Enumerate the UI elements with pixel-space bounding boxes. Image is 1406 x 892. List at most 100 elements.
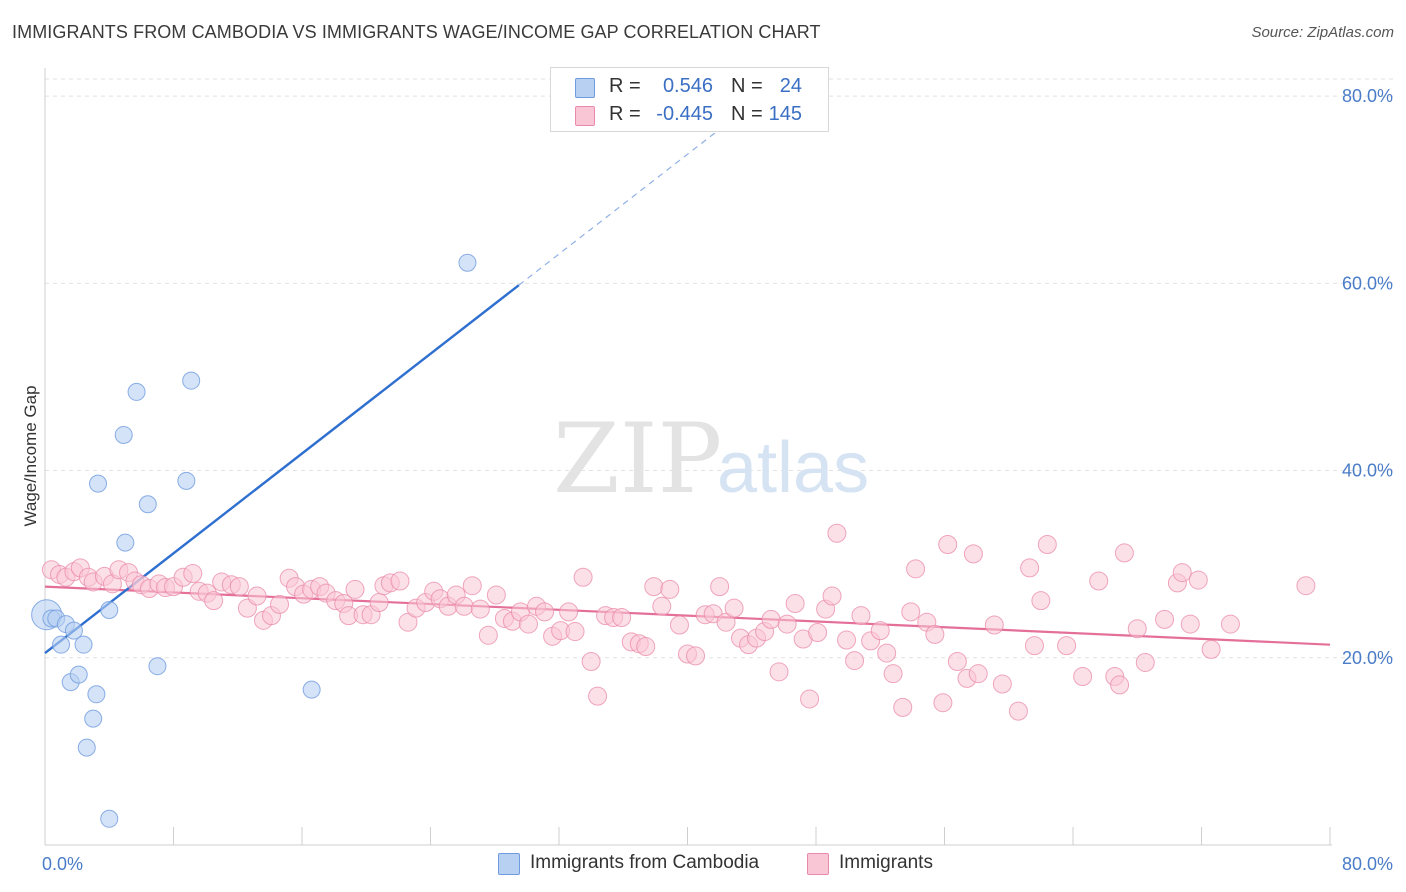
chart-title: IMMIGRANTS FROM CAMBODIA VS IMMIGRANTS W… [12, 22, 821, 42]
point-immigrants [229, 577, 249, 597]
point-immigrants [462, 576, 482, 596]
point-immigrants [1127, 619, 1147, 639]
point-immigrants [518, 614, 538, 634]
legend-row-immigrants: R = -0.445 N = 145 [551, 100, 828, 128]
legend-row-cambodia: R = 0.546 N = 24 [551, 72, 828, 100]
point-immigrants [925, 624, 945, 644]
point-immigrants [851, 606, 871, 626]
point-immigrants [612, 608, 632, 628]
point-immigrants [800, 689, 820, 709]
point-immigrants [827, 523, 847, 543]
point-cambodia [64, 621, 83, 640]
legend-n-value: 24 [779, 75, 802, 97]
source-label: Source: ZipAtlas.com [1251, 24, 1394, 41]
point-immigrants [724, 598, 744, 618]
point-immigrants [1024, 636, 1044, 656]
point-immigrants [1114, 543, 1134, 563]
point-immigrants [822, 586, 842, 606]
legend: R = 0.546 N = 24 R = -0.445 N = 145 [550, 67, 829, 132]
point-immigrants [785, 593, 805, 613]
point-immigrants [588, 686, 608, 706]
point-immigrants [938, 534, 958, 554]
point-immigrants [992, 674, 1012, 694]
trend-lines [44, 91, 1331, 655]
watermark: ZIP atlas [553, 403, 869, 515]
point-cambodia [148, 657, 167, 676]
legend-n-label: N = [731, 103, 763, 125]
point-immigrants [1172, 563, 1192, 583]
watermark-zip: ZIP [553, 403, 722, 515]
point-immigrants [581, 652, 601, 672]
point-cambodia [100, 809, 119, 828]
point-immigrants [1180, 614, 1200, 634]
point-immigrants [470, 599, 490, 619]
point-cambodia [74, 635, 93, 654]
point-immigrants [369, 593, 389, 613]
point-immigrants [808, 622, 828, 642]
y-axis-label: Wage/Income Gap [21, 385, 40, 526]
point-immigrants [652, 596, 672, 616]
point-immigrants [1073, 666, 1093, 686]
axis-labels: Wage/Income Gap 20.0% 40.0% 60.0% 80.0% 0.0%… [21, 86, 1393, 874]
axes [44, 68, 1332, 846]
point-immigrants [1031, 591, 1051, 611]
point-cambodia [458, 253, 477, 272]
point-cambodia [100, 601, 119, 620]
point-immigrants [968, 664, 988, 684]
bottom-legend-label-cambodia: Immigrants from Cambodia [530, 852, 760, 873]
x-tick-label: 0.0% [42, 854, 83, 874]
point-immigrants [183, 564, 203, 584]
point-immigrants [1057, 636, 1077, 656]
legend-r-label: R = [609, 75, 641, 97]
point-immigrants [947, 652, 967, 672]
point-immigrants [1188, 570, 1208, 590]
point-immigrants [901, 602, 921, 622]
point-immigrants [1220, 614, 1240, 634]
point-immigrants [1201, 639, 1221, 659]
point-immigrants [660, 579, 680, 599]
legend-swatch-immigrants [575, 106, 595, 126]
point-immigrants [845, 651, 865, 671]
point-immigrants [535, 602, 555, 622]
bottom-legend: Immigrants from Cambodia Immigrants [0, 851, 1406, 879]
bottom-legend-label-immigrants: Immigrants [839, 852, 933, 873]
legend-swatch-cambodia [575, 78, 595, 98]
point-immigrants [345, 579, 365, 599]
point-immigrants [906, 559, 926, 579]
y-tick-label: 60.0% [1342, 273, 1393, 293]
point-immigrants [478, 625, 498, 645]
point-immigrants [390, 571, 410, 591]
point-immigrants [1008, 701, 1028, 721]
point-immigrants [777, 614, 797, 634]
bottom-legend-swatch-cambodia [498, 853, 520, 875]
point-cambodia [69, 665, 88, 684]
trend-line-cambodia-extension [518, 91, 769, 286]
point-immigrants [204, 591, 224, 611]
point-immigrants [636, 637, 656, 657]
legend-n-label: N = [731, 75, 763, 97]
point-immigrants [883, 664, 903, 684]
point-immigrants [454, 596, 474, 616]
trend-line-cambodia [44, 284, 520, 655]
point-immigrants [769, 662, 789, 682]
bottom-legend-swatch-immigrants [807, 853, 829, 875]
point-cambodia [116, 533, 135, 552]
point-immigrants [837, 630, 857, 650]
y-tick-label: 20.0% [1342, 648, 1393, 668]
point-immigrants [893, 697, 913, 717]
point-immigrants [877, 643, 897, 663]
point-cambodia [87, 685, 106, 704]
x-tick-label: 80.0% [1342, 854, 1393, 874]
point-cambodia [77, 738, 96, 757]
point-cambodia [89, 474, 108, 493]
point-immigrants [565, 622, 585, 642]
point-cambodia [177, 471, 196, 490]
point-immigrants [669, 615, 689, 635]
point-cambodia [182, 371, 201, 390]
point-immigrants [710, 577, 730, 597]
legend-r-value: 0.546 [662, 75, 713, 97]
y-tick-label: 80.0% [1342, 86, 1393, 106]
data-points [31, 253, 1316, 828]
legend-n-value: 145 [768, 103, 802, 125]
